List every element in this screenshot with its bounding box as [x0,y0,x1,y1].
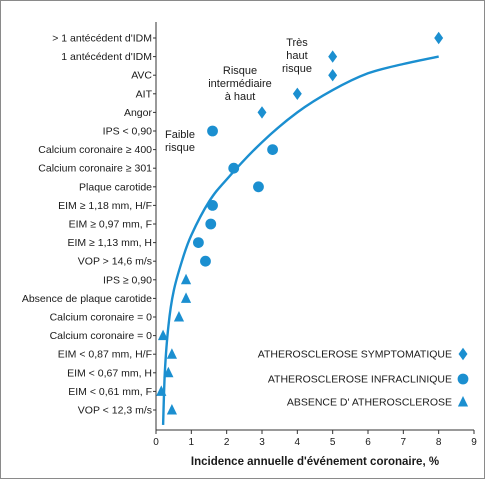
triangle-data-point [157,329,169,341]
category-label: EIM ≥ 1,18 mm, H/F [58,200,152,212]
risk-annotation: Risque intermédiaire à haut [208,65,272,103]
category-label: VOP < 12,3 m/s [78,405,152,417]
x-tick-label: 5 [330,437,336,448]
triangle-data-point [166,348,177,359]
circle-data-point [193,237,204,249]
category-label: IPS < 0,90 [103,126,152,138]
x-tick-label: 8 [436,437,442,448]
triangle-data-point [180,292,192,303]
x-tick-label: 4 [295,437,301,448]
annotation-line: haut [286,50,307,62]
annotation-line: Faible [165,129,195,141]
category-label: EIM ≥ 0,97 mm, F [69,219,152,231]
category-label: IPS ≥ 0,90 [103,274,152,286]
category-label: Angor [124,107,153,119]
category-label: Calcium coronaire ≥ 301 [38,163,152,175]
axes [155,22,474,431]
category-label: 1 antécédent d'IDM [61,51,152,63]
category-label: VOP > 14,6 m/s [78,256,152,268]
diamond-data-point [257,106,267,119]
circle-data-point [207,200,218,211]
x-tick-label: 0 [153,437,159,448]
annotation-line: risque [282,63,312,75]
triangle-data-point [163,366,174,378]
x-tick-label: 3 [259,437,265,448]
x-tick-label: 9 [471,437,477,448]
circle-data-point [267,144,278,156]
category-label: AVC [131,70,152,82]
legend-label: ATHEROSCLEROSE INFRACLINIQUE [268,374,452,386]
data-points [156,31,444,415]
legend-label: ATHEROSCLEROSE SYMPTOMATIQUE [258,349,452,361]
x-tick-label: 6 [365,437,371,448]
circle-data-point [200,255,211,267]
risk-annotation: Très haut risque [282,37,312,75]
circle-data-point [228,162,240,174]
legend-triangle-icon [457,396,469,407]
annotation-line: risque [165,142,195,154]
triangle-data-point [166,404,177,415]
annotation-line: intermédiaire [208,78,272,90]
x-tick-label: 7 [401,437,407,448]
diamond-data-point [434,31,444,45]
category-label: Calcium coronaire = 0 [50,330,153,342]
annotation-line: Très [286,37,308,49]
category-label: EIM ≥ 1,13 mm, H [67,237,152,249]
legend-label: ABSENCE D' ATHEROSCLEROSE [287,397,452,409]
x-tick-label: 1 [189,437,195,448]
x-tick-labels: 0 1 2 3 4 5 6 7 8 9 [153,430,477,448]
category-label: Plaque carotide [79,181,152,193]
triangle-data-point [173,311,185,322]
circle-data-point [207,125,218,137]
category-label: Calcium coronaire = 0 [50,312,153,324]
x-tick-label: 2 [224,437,230,448]
annotation-line: Risque [223,65,257,77]
annotation-line: à haut [225,91,256,103]
category-label: EIM < 0,61 mm, F [68,386,152,398]
legend: ATHEROSCLEROSE SYMPTOMATIQUE ATHEROSCLERO… [258,347,469,409]
category-label: EIM < 0,87 mm, H/F [58,349,152,361]
category-label: Absence de plaque carotide [22,293,152,305]
triangle-data-point [156,385,167,396]
category-label: > 1 antécédent d'IDM [52,33,152,45]
x-axis-label: Incidence annuelle d'événement coronaire… [191,456,439,468]
diamond-data-point [328,69,338,82]
category-labels: > 1 antécédent d'IDM 1 antécédent d'IDM AV… [22,33,156,417]
legend-diamond-icon [458,347,468,361]
trend-curve [161,55,439,425]
category-label: Calcium coronaire ≥ 400 [38,144,152,156]
legend-circle-icon [457,373,469,385]
risk-annotation: Faible risque [165,129,195,154]
category-label: EIM < 0,67 mm, H [67,367,152,379]
diamond-data-point [292,87,302,100]
category-label: AIT [136,88,153,100]
diamond-data-point [328,50,338,63]
circle-data-point [253,181,264,193]
circle-data-point [205,218,217,230]
triangle-data-point [180,273,192,285]
